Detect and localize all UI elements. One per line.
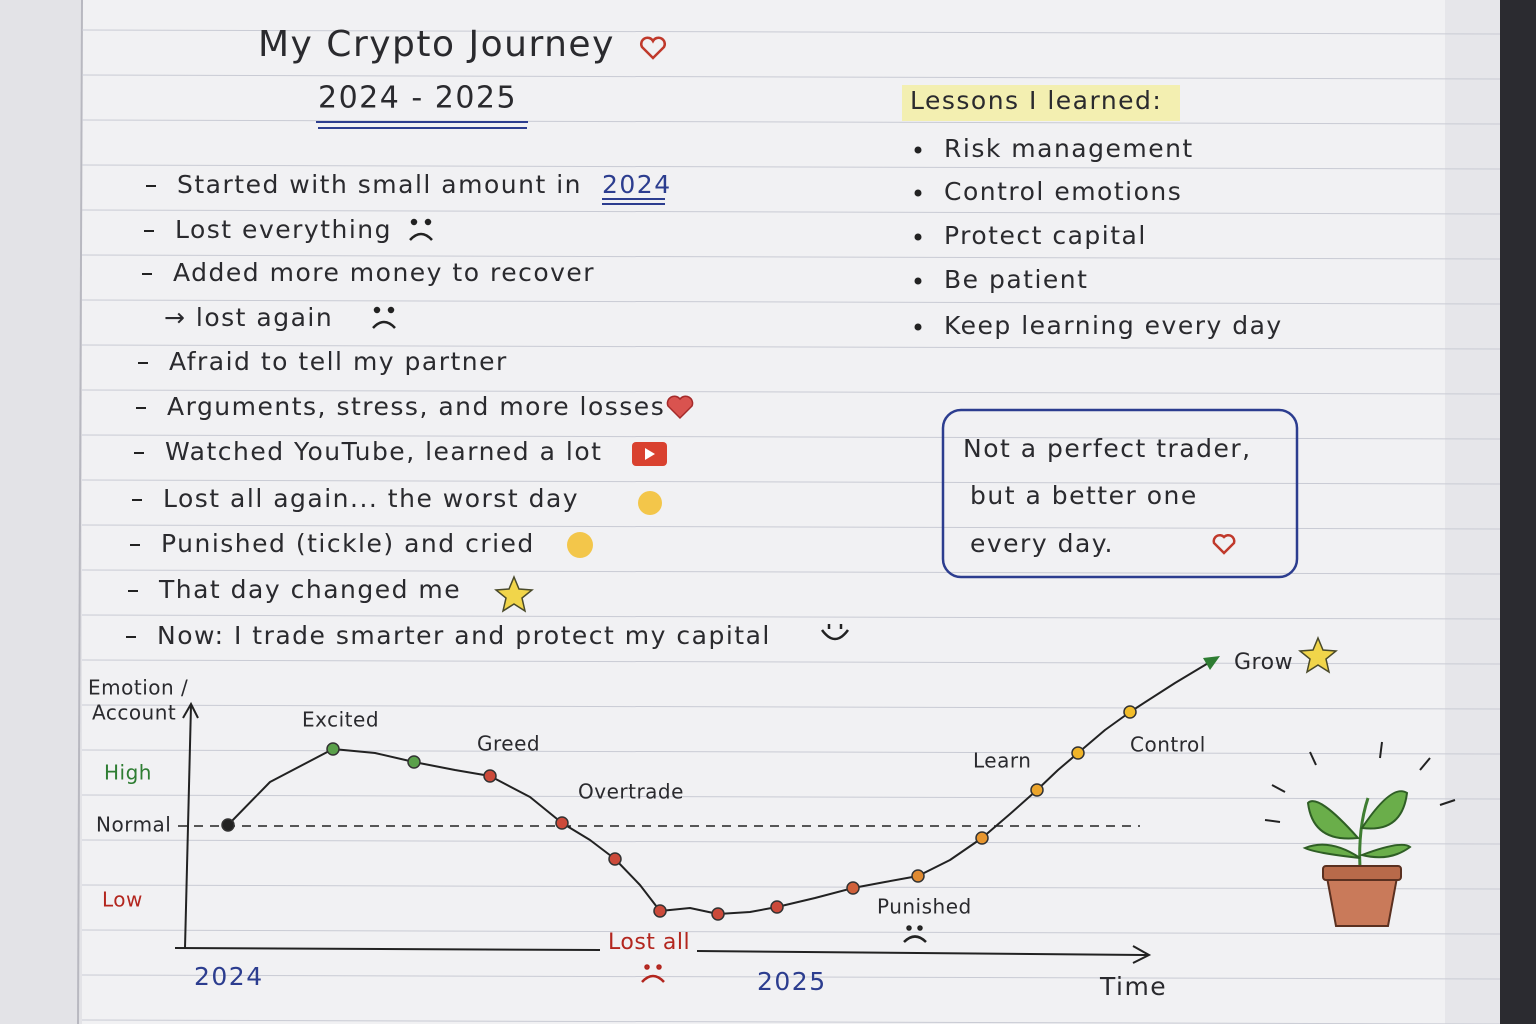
axes — [174, 701, 1152, 964]
lessons-list: Risk management Control emotions Protect c… — [914, 134, 1283, 340]
year-label: 2024 — [194, 962, 264, 991]
annotation: Excited — [302, 708, 379, 732]
story-item: Afraid to tell my partner — [169, 347, 508, 376]
rule — [81, 614, 1501, 620]
rule — [81, 299, 1501, 305]
story-item: Watched YouTube, learned a lot — [165, 437, 602, 466]
rule — [81, 119, 1501, 125]
annotation: Lost all — [608, 930, 690, 955]
rule — [81, 344, 1501, 350]
rule — [81, 209, 1501, 215]
lesson-item: Control emotions — [944, 177, 1182, 206]
story-item: That day changed me — [158, 575, 461, 604]
rule — [81, 479, 1501, 485]
lesson-item: Keep learning every day — [944, 311, 1283, 340]
binding — [0, 0, 82, 1024]
year-label: 2025 — [757, 967, 827, 996]
rule — [81, 74, 1501, 80]
story-item: → lost again — [164, 303, 333, 332]
rule — [81, 659, 1501, 665]
quote-line: but a better one — [970, 481, 1198, 510]
annotation: Learn — [973, 749, 1031, 773]
emotion-curve — [227, 661, 1211, 915]
star — [494, 575, 534, 613]
annotation: Control — [1130, 733, 1206, 757]
story-item: Lost everything — [175, 215, 392, 244]
rule — [81, 974, 1501, 980]
ruled-lines — [81, 29, 1501, 1024]
rule — [81, 839, 1501, 845]
laughing-face — [567, 532, 593, 558]
story-list: Started with small amount in 2024 Lost eve… — [126, 170, 771, 650]
y-label: Emotion / — [88, 676, 188, 700]
rule — [81, 164, 1501, 170]
arrow-head — [1203, 656, 1220, 670]
frowns — [641, 925, 927, 983]
bullet — [914, 323, 922, 331]
story-item: Started with small amount in — [177, 170, 582, 199]
level-label: High — [104, 761, 152, 785]
rule — [81, 884, 1501, 890]
bullet — [914, 189, 922, 197]
annotation: Greed — [477, 732, 540, 756]
story-item: Lost all again... the worst day — [163, 484, 579, 513]
quote-line: Not a perfect trader, — [963, 434, 1252, 463]
paper — [30, 0, 1510, 1024]
highlight — [902, 85, 1180, 121]
rule — [81, 29, 1501, 35]
curve-points — [221, 705, 1137, 921]
star — [1298, 636, 1338, 674]
crying-face — [638, 491, 662, 515]
lesson-item: Risk management — [944, 134, 1194, 163]
page-edge — [77, 0, 83, 1024]
title: My Crypto Journey — [258, 24, 615, 65]
y-label: Account — [92, 701, 176, 725]
background-edge — [1500, 0, 1536, 1024]
story-item: Arguments, stress, and more losses — [167, 392, 665, 421]
level-label: Normal — [96, 813, 171, 837]
lesson-item: Protect capital — [944, 221, 1147, 250]
rule — [81, 389, 1501, 395]
quote-line: every day. — [970, 529, 1114, 558]
heart — [640, 36, 666, 60]
bullet — [914, 277, 922, 285]
rule — [81, 254, 1501, 260]
story-item: Now: I trade smarter and protect my capi… — [157, 621, 771, 650]
rule — [81, 1019, 1501, 1024]
bullet — [914, 233, 922, 241]
heart — [1212, 534, 1236, 555]
rule — [81, 929, 1501, 935]
story-item: Punished (tickle) and cried — [161, 529, 535, 558]
rule — [81, 524, 1501, 530]
quote-box — [941, 408, 1299, 579]
annotation: Overtrade — [578, 780, 684, 804]
level-label: Low — [102, 888, 143, 912]
x-label: Time — [1099, 972, 1167, 1001]
story-item: Added more money to recover — [173, 258, 595, 287]
annotation: Grow — [1234, 650, 1293, 675]
broken-heart — [666, 395, 694, 420]
rule — [81, 569, 1501, 575]
rule — [81, 794, 1501, 800]
play — [645, 448, 655, 460]
plant — [1264, 741, 1456, 927]
icons — [372, 218, 850, 641]
annotation: Punished — [877, 895, 972, 919]
years: 2024 - 2025 — [318, 81, 517, 116]
bullet — [914, 146, 922, 154]
lessons-title: Lessons I learned: — [910, 86, 1162, 115]
rule — [81, 434, 1501, 440]
story-highlight: 2024 — [602, 170, 672, 199]
lesson-item: Be patient — [944, 265, 1088, 294]
rule — [81, 749, 1501, 755]
rule — [81, 704, 1501, 710]
